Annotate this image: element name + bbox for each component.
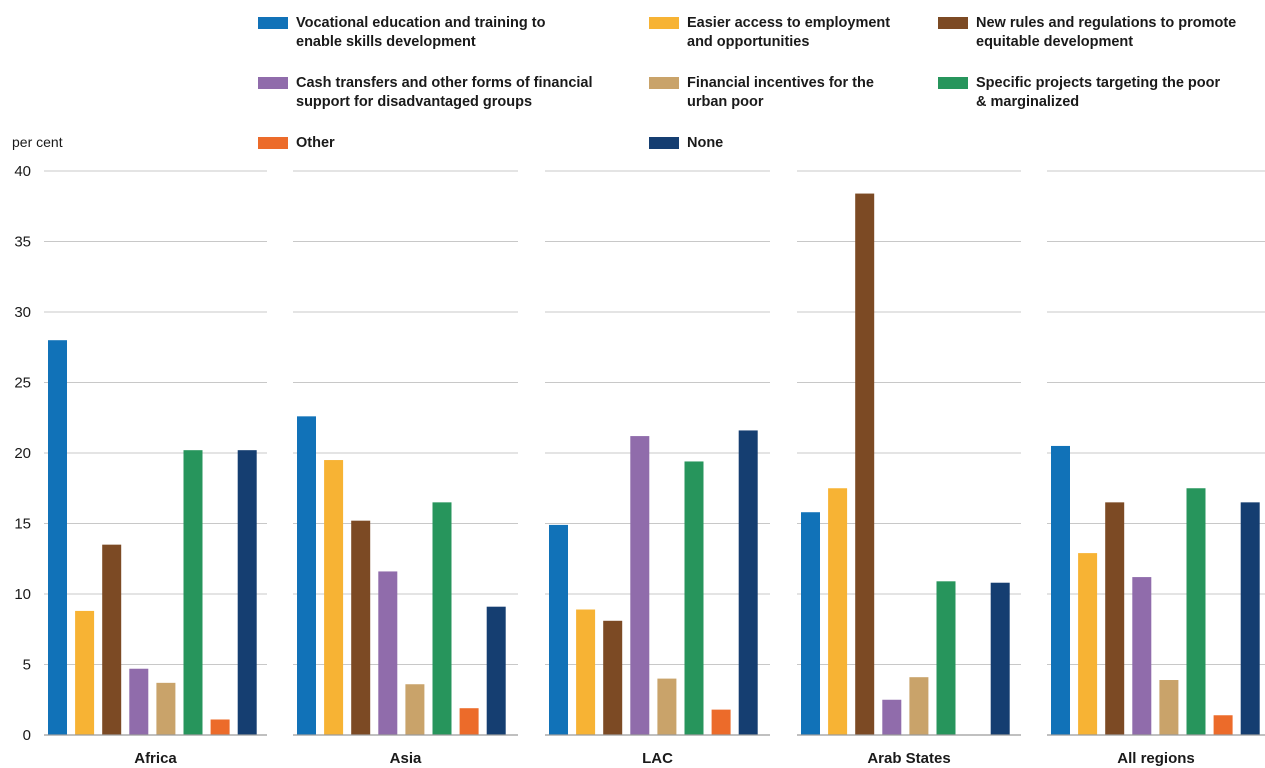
bar [210, 719, 230, 735]
legend-label-line: support for disadvantaged groups [296, 94, 533, 110]
bar [684, 461, 704, 735]
legend-label-line: Other [296, 135, 335, 151]
legend-label: Vocational education and training to enab… [296, 14, 545, 52]
legend-item: Specific projects targeting the poor & ma… [938, 74, 1220, 112]
legend-label-line: New rules and regulations to promote [976, 15, 1237, 31]
bar [75, 610, 95, 735]
bar [1240, 502, 1260, 735]
legend-swatch [258, 77, 288, 89]
bar [801, 512, 820, 735]
bar [237, 450, 257, 735]
bar [1213, 715, 1233, 735]
bar [486, 606, 506, 735]
legend-swatch [938, 17, 968, 29]
category-label: Arab States [867, 750, 950, 767]
bar [156, 682, 176, 735]
bar [129, 668, 149, 735]
bar [1105, 502, 1125, 735]
legend-item: Other [258, 134, 335, 153]
bar [1159, 680, 1179, 735]
legend-label-line: and opportunities [687, 34, 810, 50]
legend-label: Financial incentives for the urban poor [687, 74, 874, 112]
legend-label-line: Specific projects targeting the poor [976, 75, 1221, 91]
bar [828, 488, 848, 735]
legend-label-line: urban poor [687, 94, 764, 110]
legend-label-line: equitable development [976, 34, 1134, 50]
bar [909, 677, 929, 735]
legend-swatch [649, 137, 679, 149]
legend-item: Vocational education and training to enab… [258, 14, 545, 52]
bar [549, 524, 568, 735]
y-tick-label: 20 [14, 445, 31, 462]
legend-label-line: Financial incentives for the [687, 75, 874, 91]
legend-label: Easier access to employment and opportuni… [687, 14, 890, 52]
legend-label-line: None [687, 135, 724, 151]
category-label: Asia [390, 750, 422, 767]
bar [1186, 488, 1206, 735]
legend-label-line: & marginalized [976, 94, 1080, 110]
bar [576, 609, 596, 735]
bar [711, 709, 731, 735]
bar [183, 450, 203, 735]
bar [603, 620, 623, 735]
bar [936, 581, 956, 735]
bar [102, 544, 122, 735]
legend: Vocational education and training to enab… [0, 0, 1265, 160]
category-label: All regions [1117, 750, 1195, 767]
legend-label: Specific projects targeting the poor & ma… [976, 74, 1220, 112]
bar [990, 582, 1010, 735]
legend-swatch [258, 137, 288, 149]
bar [432, 502, 452, 735]
bar [459, 708, 479, 735]
legend-swatch [258, 17, 288, 29]
legend-label-line: Cash transfers and other forms of financ… [296, 75, 593, 91]
bar [1078, 553, 1098, 735]
legend-swatch [938, 77, 968, 89]
legend-label: Other [296, 134, 335, 153]
bar [630, 436, 650, 735]
y-tick-label: 25 [14, 375, 31, 392]
bar [324, 460, 344, 735]
bar [351, 520, 371, 735]
bar [1051, 445, 1070, 735]
y-axis-unit-label: per cent [12, 134, 63, 150]
y-tick-label: 0 [23, 727, 31, 744]
y-tick-label: 40 [14, 163, 31, 180]
bar [297, 416, 316, 735]
legend-item: Cash transfers and other forms of financ… [258, 74, 593, 112]
y-tick-label: 30 [14, 304, 31, 321]
legend-swatch [649, 77, 679, 89]
category-label: Africa [134, 750, 177, 767]
y-tick-label: 10 [14, 586, 31, 603]
legend-item: Financial incentives for the urban poor [649, 74, 874, 112]
bar [738, 430, 758, 735]
bar [1132, 577, 1152, 735]
legend-label: Cash transfers and other forms of financ… [296, 74, 593, 112]
legend-swatch [649, 17, 679, 29]
y-tick-label: 15 [14, 516, 31, 533]
legend-item: New rules and regulations to promote equi… [938, 14, 1236, 52]
legend-label-line: enable skills development [296, 34, 476, 50]
legend-label: None [687, 134, 723, 153]
legend-label-line: Vocational education and training to [296, 15, 546, 31]
y-tick-label: 5 [23, 657, 31, 674]
bar [405, 684, 425, 735]
bar [657, 678, 677, 735]
y-tick-label: 35 [14, 234, 31, 251]
category-label: LAC [642, 750, 673, 767]
legend-item: None [649, 134, 723, 153]
bar [48, 340, 67, 735]
legend-label: New rules and regulations to promote equi… [976, 14, 1236, 52]
legend-item: Easier access to employment and opportuni… [649, 14, 890, 52]
bar [882, 699, 902, 735]
bar [378, 571, 398, 735]
legend-label-line: Easier access to employment [687, 15, 891, 31]
bar [855, 193, 875, 735]
